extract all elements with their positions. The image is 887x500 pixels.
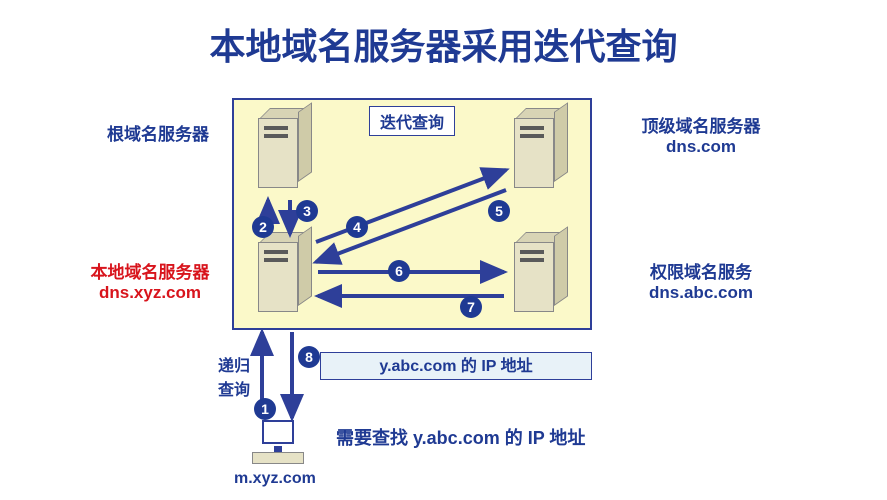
- step-badge-2: 2: [252, 216, 274, 238]
- iterative-query-label: 迭代查询: [369, 106, 455, 136]
- client-computer: [252, 420, 308, 466]
- server-auth: [508, 232, 568, 320]
- server-local: [252, 232, 312, 320]
- recursive-query-label: 递归 查询: [214, 352, 254, 400]
- step-badge-5: 5: [488, 200, 510, 222]
- label-tld: 顶级域名服务器 dns.com: [616, 112, 786, 157]
- query-need-text: 需要查找 y.abc.com 的 IP 地址: [336, 424, 585, 450]
- ip-answer-banner: y.abc.com 的 IP 地址: [320, 352, 592, 380]
- label-auth: 权限域名服务 dns.abc.com: [616, 258, 786, 303]
- step-badge-7: 7: [460, 296, 482, 318]
- label-local: 本地域名服务器 dns.xyz.com: [70, 258, 230, 303]
- step-badge-8: 8: [298, 346, 320, 368]
- step-badge-1: 1: [254, 398, 276, 420]
- step-badge-4: 4: [346, 216, 368, 238]
- client-label: m.xyz.com: [234, 470, 316, 488]
- server-tld: [508, 108, 568, 196]
- label-root: 根域名服务器: [88, 120, 228, 145]
- page-title: 本地域名服务器采用迭代查询: [0, 18, 887, 70]
- step-badge-3: 3: [296, 200, 318, 222]
- step-badge-6: 6: [388, 260, 410, 282]
- server-root: [252, 108, 312, 196]
